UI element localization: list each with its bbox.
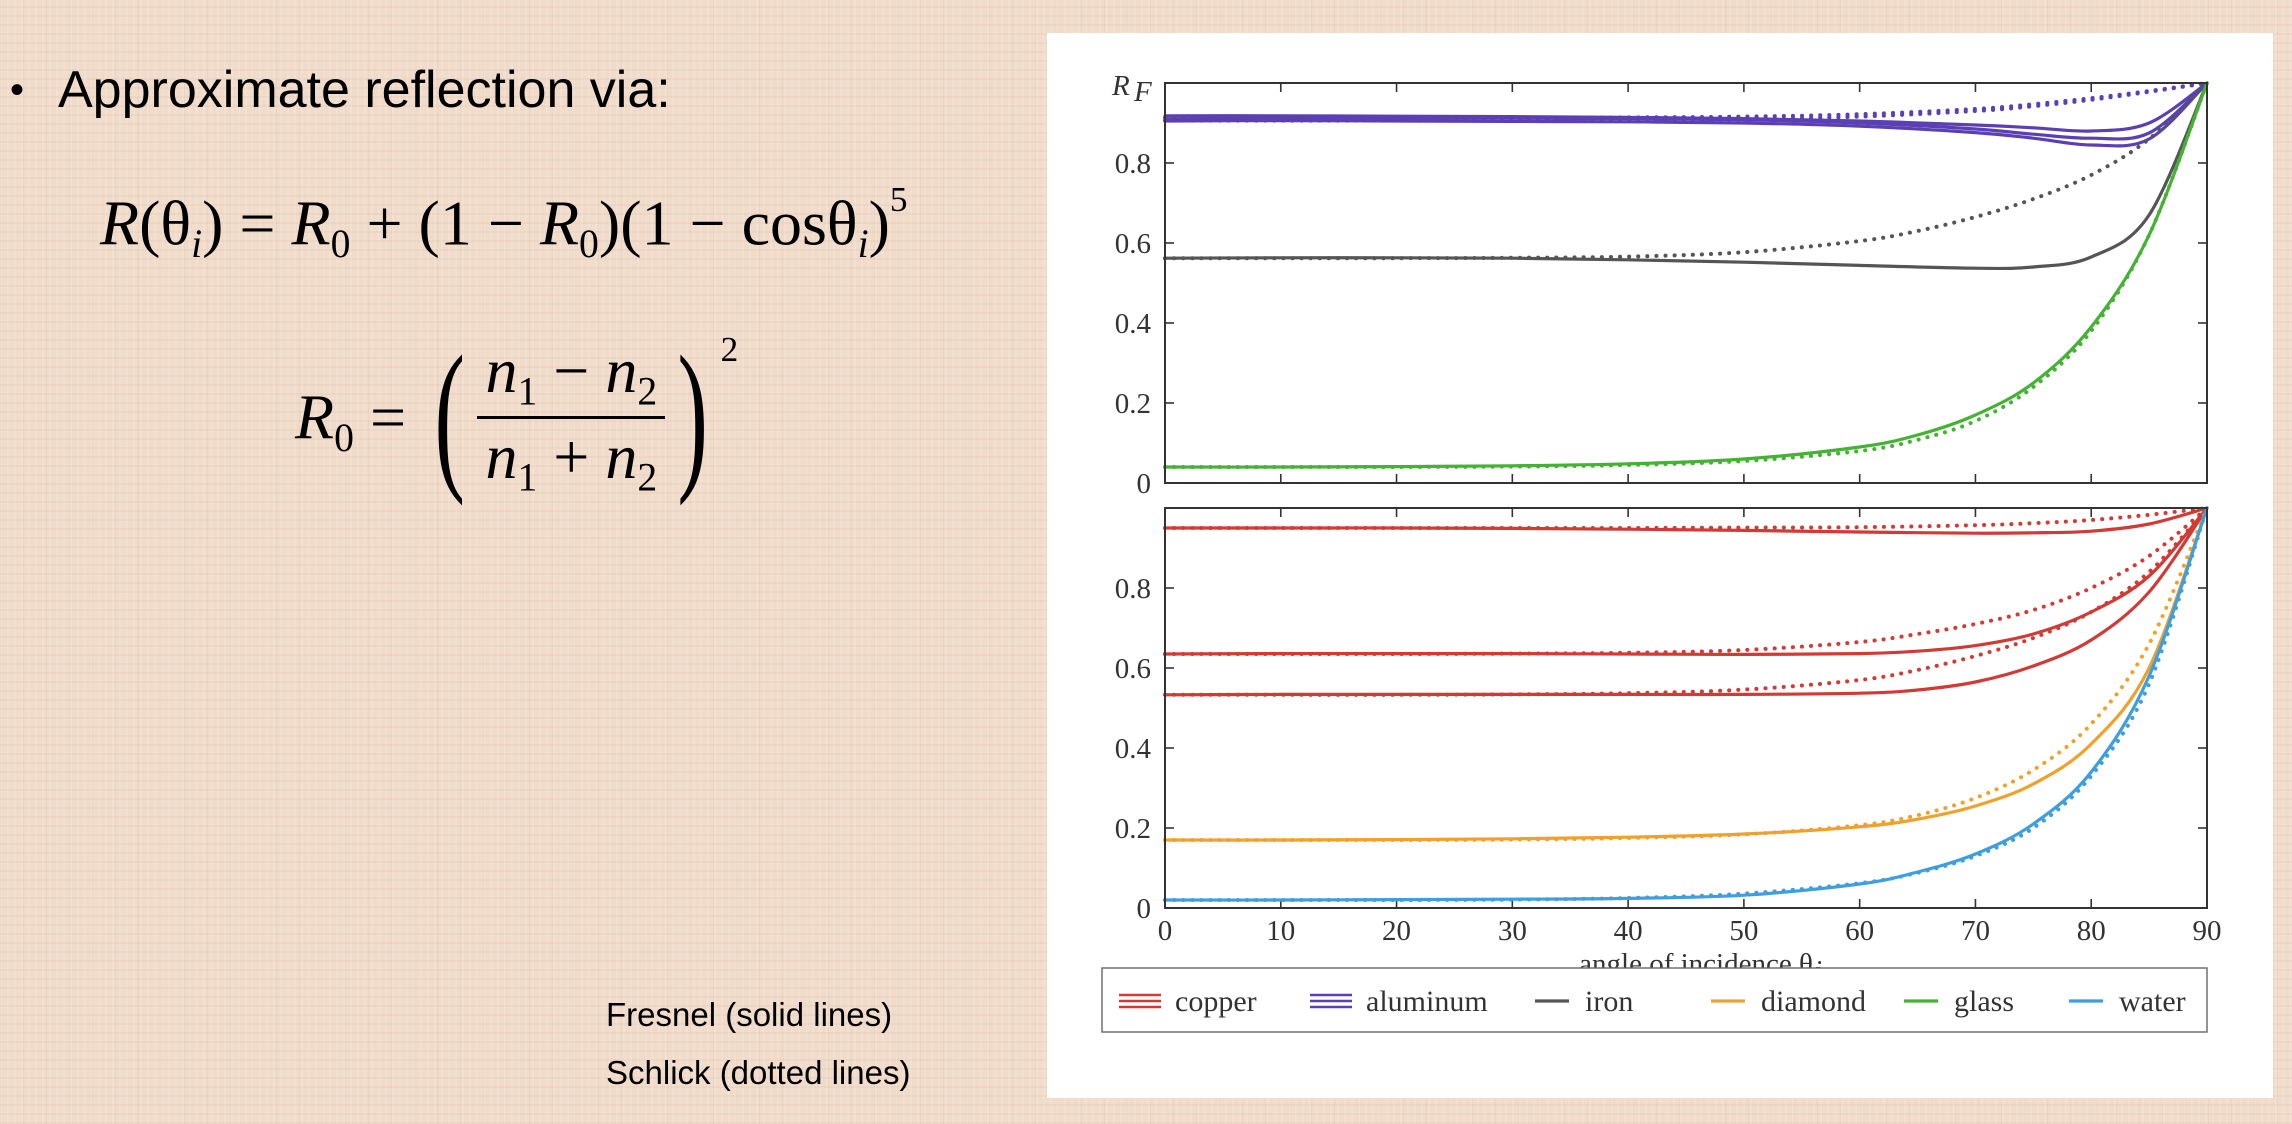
- plot-frame: [1164, 82, 2208, 484]
- series-line-copper-dotted: [1163, 506, 2209, 531]
- y-tick-label: 0.8: [1115, 148, 1151, 180]
- series-line-iron-solid: [1163, 81, 2209, 271]
- schlick-note: Schlick (dotted lines): [606, 1054, 911, 1091]
- x-tick-label: 40: [1614, 915, 1643, 947]
- series-line-copper-dotted: [1163, 506, 2209, 697]
- y-tick-label: 0.4: [1115, 733, 1152, 765]
- r0-equation: R0 = (n1 − n2 n1 + n2) 2: [295, 321, 739, 506]
- y-tick-label: 0.4: [1115, 308, 1152, 340]
- y-tick-label: 0.2: [1115, 388, 1151, 420]
- y-tick-label: 0.6: [1115, 228, 1151, 260]
- series-line-diamond-dotted: [1163, 506, 2209, 843]
- x-tick-label: 90: [2193, 915, 2222, 947]
- legend-label-glass: glass: [1954, 985, 2014, 1018]
- legend-label-copper: copper: [1175, 985, 1257, 1018]
- bullet-icon: •: [10, 68, 25, 112]
- x-tick-label: 0: [1158, 915, 1173, 947]
- fresnel-chart-panel: 0 0.2 0.4 0.6 0.8 R F 0 0.2 0.4 0.6 0.8 0 10 20 30 40 50 6…: [1047, 33, 2273, 1098]
- y-tick-label: 0: [1137, 893, 1152, 925]
- y-tick-label: 0.8: [1115, 573, 1151, 605]
- x-tick-label: 30: [1498, 915, 1527, 947]
- x-tick-label: 80: [2077, 915, 2106, 947]
- fresnel-chart: 0 0.2 0.4 0.6 0.8 R F 0 0.2 0.4 0.6 0.8 0 10 20 30 40 50 6…: [1101, 70, 2222, 1033]
- legend-box: [1101, 967, 2208, 1033]
- legend-label-iron: iron: [1585, 985, 1633, 1018]
- x-tick-label: 60: [1845, 915, 1874, 947]
- x-tick-label: 20: [1382, 915, 1411, 947]
- series-line-aluminum-dotted: [1163, 81, 2209, 120]
- legend-label-diamond: diamond: [1761, 985, 1866, 1018]
- bullet-text: Approximate reflection via:: [58, 61, 671, 119]
- series-line-glass-solid: [1163, 81, 2209, 469]
- y-axis-title: R: [1111, 70, 1130, 102]
- series-line-water-dotted: [1163, 506, 2209, 903]
- x-tick-label: 70: [1961, 915, 1990, 947]
- series-line-copper-solid: [1163, 506, 2209, 697]
- line-style-notes: Fresnel (solid lines) Schlick (dotted li…: [606, 986, 910, 1102]
- series-line-copper-solid: [1163, 506, 2209, 535]
- series-line-diamond-solid: [1163, 506, 2209, 842]
- legend-label-water: water: [2119, 985, 2186, 1018]
- fresnel-note: Fresnel (solid lines): [606, 996, 893, 1033]
- series-line-aluminum-dotted: [1163, 81, 2209, 123]
- y-axis-title-sub: F: [1133, 76, 1152, 108]
- plot-frame: [1164, 507, 2208, 909]
- y-tick-label: 0.2: [1115, 813, 1151, 845]
- series-line-iron-dotted: [1163, 81, 2209, 261]
- x-tick-label: 50: [1729, 915, 1758, 947]
- schlick-equation: R(θi) = R0 + (1 − R0)(1 − cosθi)5: [100, 180, 908, 267]
- y-tick-label: 0.6: [1115, 653, 1151, 685]
- series-line-glass-dotted: [1163, 81, 2209, 470]
- y-tick-label: 0: [1137, 468, 1152, 500]
- x-tick-label: 10: [1266, 915, 1295, 947]
- bullet-point: • Approximate reflection via:: [10, 60, 671, 120]
- legend-label-aluminum: aluminum: [1366, 985, 1488, 1018]
